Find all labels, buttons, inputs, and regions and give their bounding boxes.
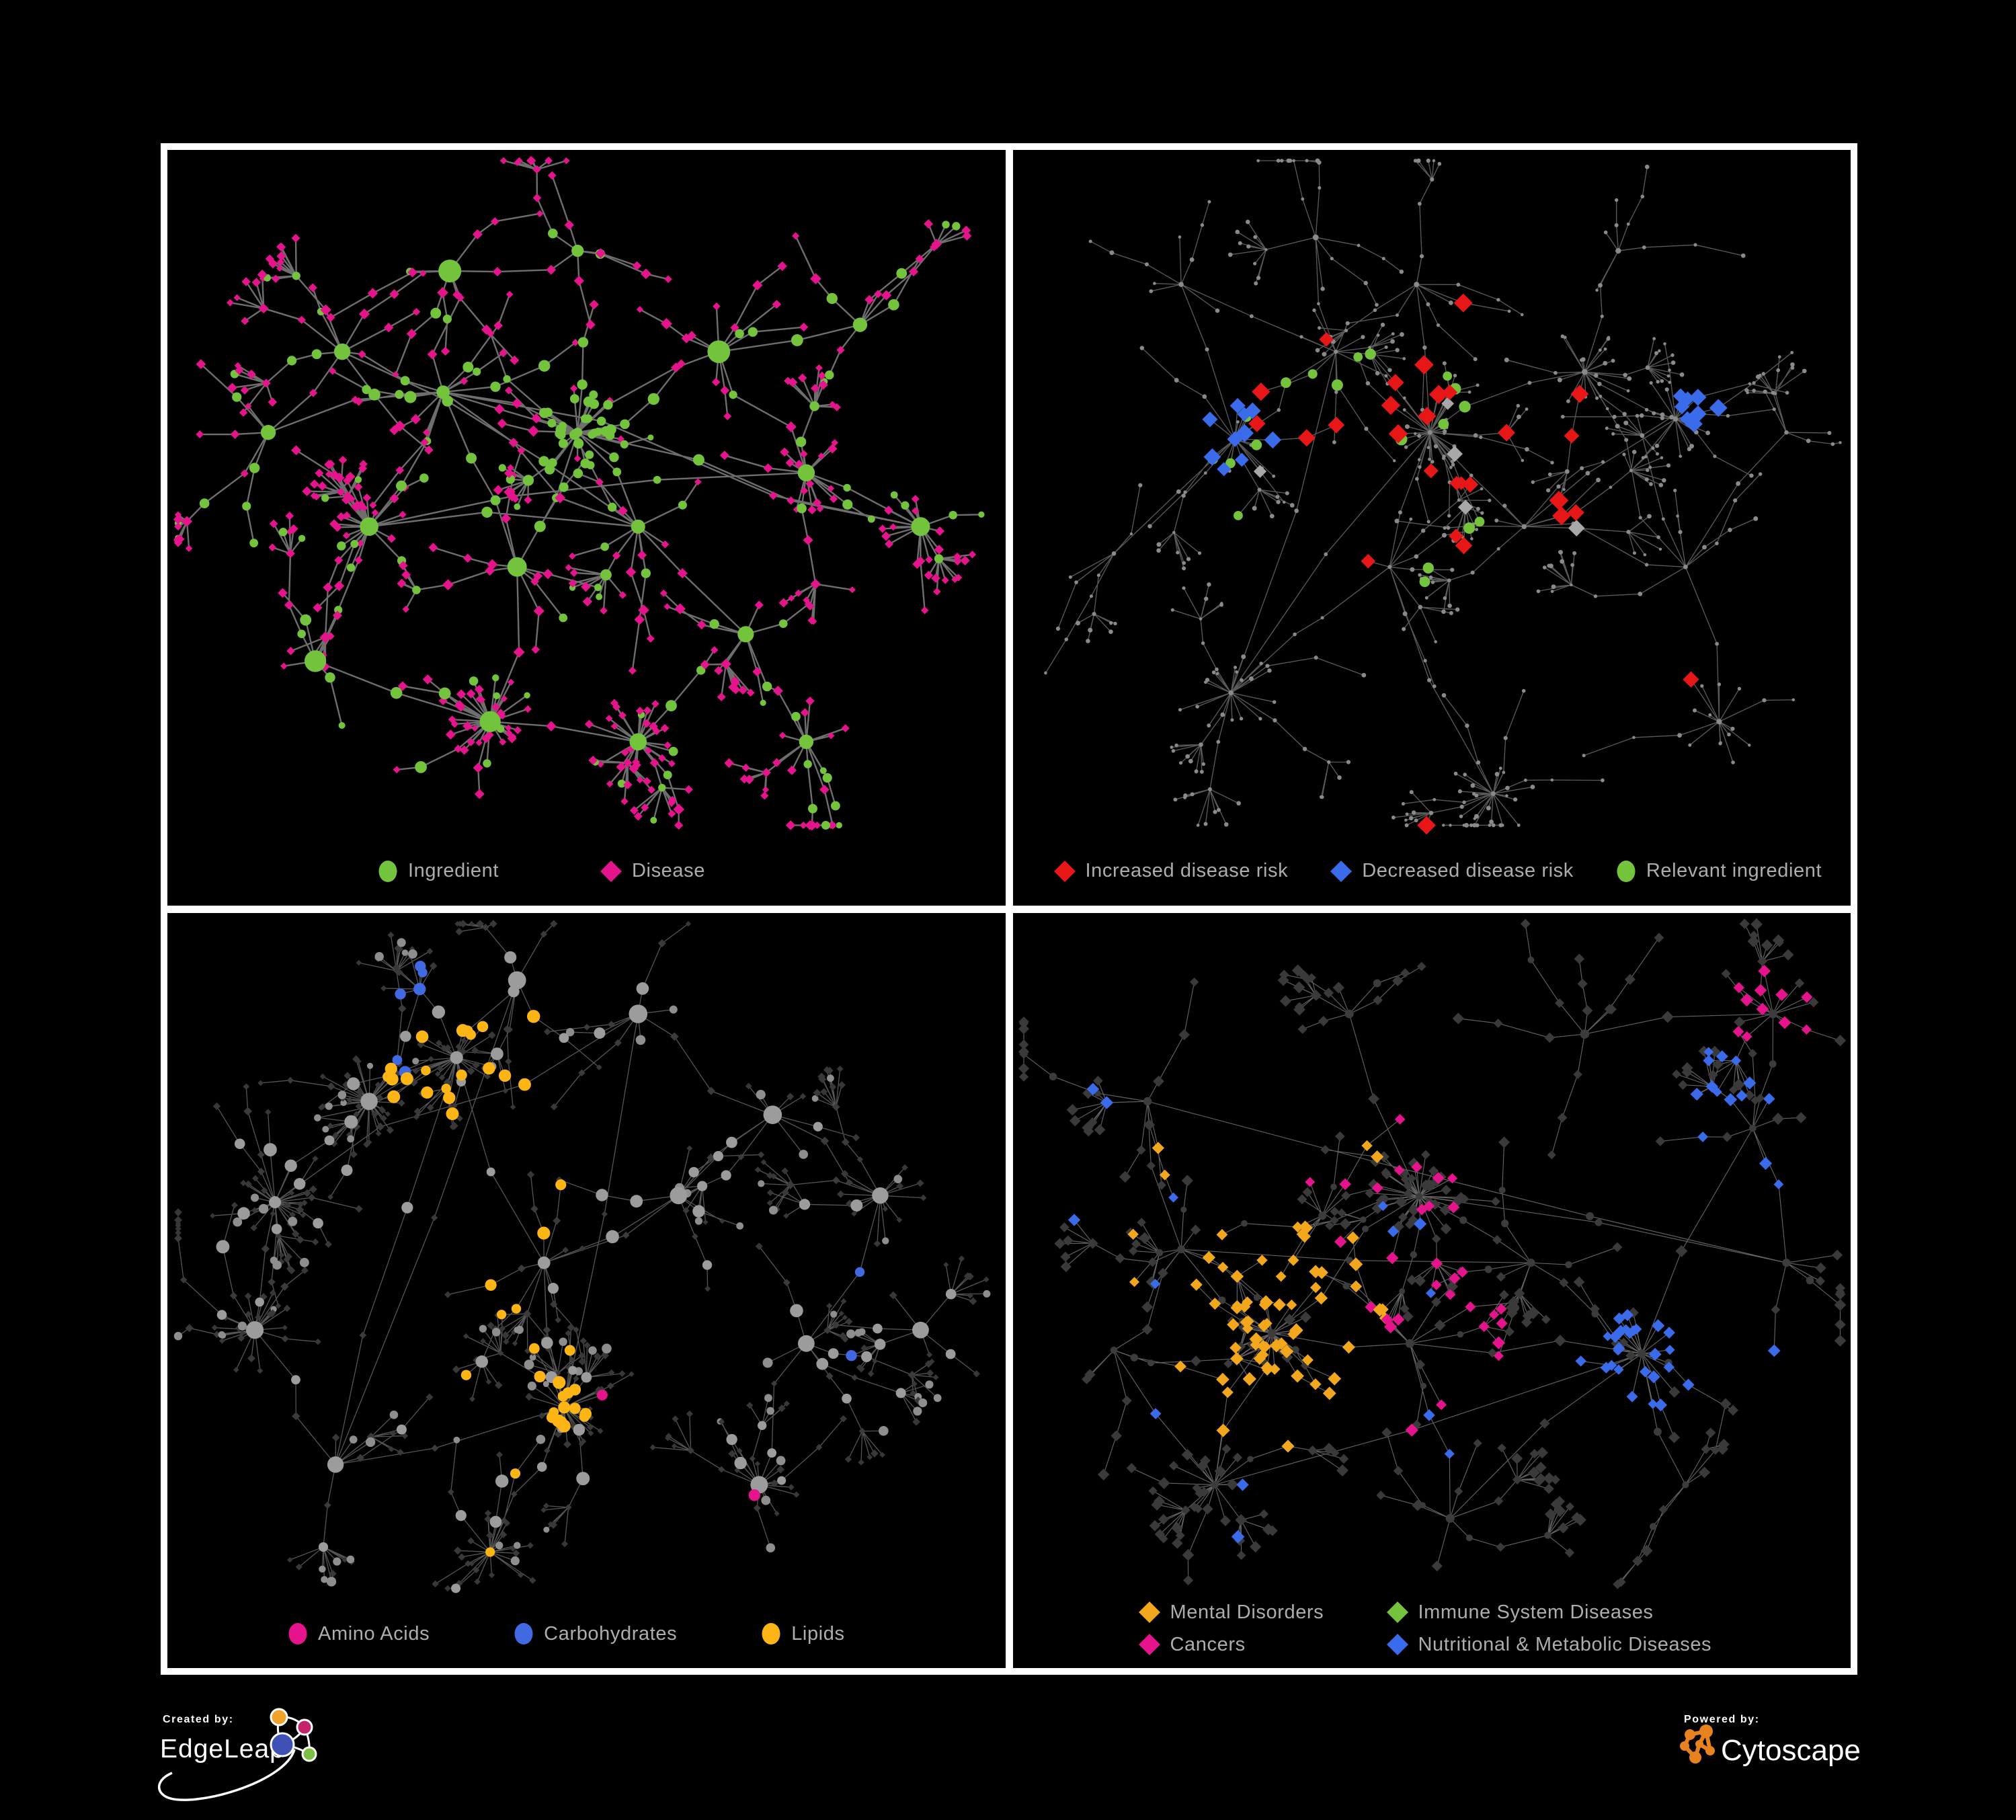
edgeleap-node-magenta [296,1718,313,1736]
legend-circle-icon [288,1623,307,1645]
legend-label: Relevant ingredient [1646,860,1822,881]
legend-diamond-icon [1386,1601,1408,1623]
legend-ingredient-disease: Ingredient Disease [377,860,705,883]
legend-label: Increased disease risk [1085,860,1289,881]
edgeleap-swoosh [158,1749,296,1801]
network-disease-risk [1043,158,1842,835]
legend-circle-icon [378,860,397,882]
legend-label: Nutritional & Metabolic Diseases [1418,1633,1712,1655]
legend-diamond-icon [600,860,622,882]
legend-item-ingredient-disease-1: Disease [600,860,705,883]
edgeleap-icon-edges [276,1716,311,1755]
legend-circle-icon [762,1623,780,1645]
panel-disease-risk: Increased disease risk Decreased disease … [1012,150,1851,906]
legend-item-ingredient-disease-0: Ingredient [377,860,499,883]
legend-diamond-icon [1053,860,1076,882]
powered-by-label: Powered by: [1684,1714,1760,1725]
legend-label: Ingredient [408,860,499,881]
panel-ingredient-disease: Ingredient Disease [167,150,1006,906]
legend-label: Lipids [791,1622,845,1645]
legend-label: Carbohydrates [544,1622,678,1645]
legend-item-compound-class-1: Carbohydrates [513,1622,677,1645]
legend-label: Cancers [1170,1633,1246,1655]
legend-label: Immune System Diseases [1418,1601,1654,1623]
legend-item-disease-class-2: Cancers [1138,1633,1386,1656]
legend-diamond-icon [1330,860,1353,882]
legend-label: Amino Acids [318,1622,430,1645]
legend-item-compound-class-2: Lipids [760,1622,844,1645]
edgeleap-node-orange [270,1708,288,1727]
legend-item-disease-class-1: Immune System Diseases [1386,1601,1712,1624]
legend-item-disease-class-0: Mental Disorders [1138,1601,1386,1624]
network-disease-class [1018,918,1846,1589]
legend-label: Decreased disease risk [1362,860,1574,881]
legend-circle-icon [1617,860,1636,882]
edgeleap-network-icon [158,1708,317,1801]
legend-diamond-icon [1138,1601,1160,1623]
network-compound-class [173,919,991,1593]
legend-diamond-icon [1138,1634,1160,1655]
cytoscape-logo: Powered by: Cytoscape [1680,1714,1861,1767]
legend-item-disease-risk-0: Increased disease risk [1053,860,1289,883]
legend-disease-risk: Increased disease risk Decreased disease … [1053,860,1822,883]
legend-item-disease-risk-1: Decreased disease risk [1330,860,1574,883]
legend-item-compound-class-0: Amino Acids [287,1622,430,1645]
edgeleap-node-green [301,1746,317,1762]
legend-disease-class: Mental Disorders Immune System Diseases Ca… [1138,1601,1712,1656]
cytoscape-icon [1680,1725,1715,1764]
panel-disease-class: Mental Disorders Immune System Diseases Ca… [1012,912,1851,1668]
legend-diamond-icon [1386,1634,1408,1655]
legend-label: Disease [632,860,705,881]
network-ingredient-disease [173,156,985,831]
created-by-label: Created by: [163,1714,234,1725]
panel-grid: Ingredient Disease Increased disease risk… [161,143,1857,1675]
legend-item-disease-class-3: Nutritional & Metabolic Diseases [1386,1633,1712,1656]
edgeleap-brand-text: EdgeLeap [160,1735,285,1764]
legend-item-disease-risk-2: Relevant ingredient [1615,860,1822,883]
cytoscape-brand-text: Cytoscape [1721,1734,1861,1767]
edgeleap-logo: Created by: EdgeLeap [158,1708,317,1801]
legend-label: Mental Disorders [1170,1601,1324,1623]
legend-compound-class: Amino Acids Carbohydrates Lipids [287,1622,845,1645]
legend-circle-icon [514,1623,533,1645]
panel-compound-class: Amino Acids Carbohydrates Lipids [167,912,1006,1668]
edgeleap-node-blue [270,1732,295,1757]
